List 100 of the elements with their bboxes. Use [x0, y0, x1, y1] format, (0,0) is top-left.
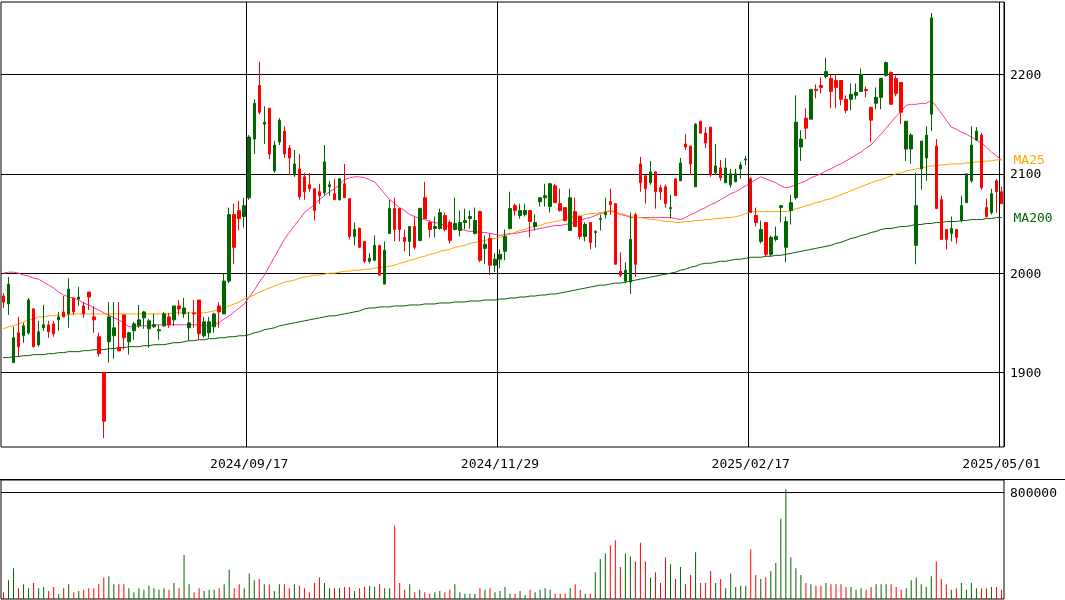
candlestick: [719, 159, 722, 182]
candlestick: [679, 157, 682, 182]
candlestick: [328, 180, 331, 197]
candlestick: [513, 203, 517, 217]
candlestick: [940, 195, 943, 240]
candlestick: [689, 145, 692, 176]
candlestick: [117, 301, 121, 353]
candlestick: [609, 188, 612, 216]
candlestick: [338, 177, 341, 202]
candlestick: [403, 228, 406, 252]
candlestick: [47, 320, 50, 339]
candlestick: [187, 311, 191, 342]
candlestick: [975, 126, 978, 142]
candlestick: [217, 301, 221, 329]
candlestick: [77, 286, 80, 307]
candlestick: [57, 311, 60, 332]
candlestick: [990, 188, 993, 216]
candlestick: [127, 331, 131, 356]
candlestick: [348, 198, 351, 240]
candlestick: [734, 168, 737, 183]
candlestick: [729, 168, 732, 189]
candlestick: [353, 222, 356, 246]
candlestick: [253, 98, 256, 155]
candlestick: [72, 297, 75, 316]
candlestick: [122, 314, 126, 351]
candlestick: [27, 297, 30, 336]
series-label: MA25: [1013, 152, 1045, 168]
x-tick-label: 2025/02/17: [711, 456, 790, 471]
candlestick: [478, 210, 482, 263]
candlestick: [649, 160, 652, 186]
candlestick: [809, 88, 813, 120]
candlestick: [67, 277, 70, 329]
candlestick: [503, 228, 507, 261]
candlestick: [288, 144, 291, 176]
candlestick: [930, 12, 933, 132]
candlestick: [418, 207, 422, 242]
candlestick: [408, 225, 411, 257]
candlestick: [157, 324, 161, 341]
candlestick: [323, 144, 326, 197]
candlestick: [423, 181, 427, 220]
candlestick: [22, 322, 25, 344]
candlestick: [583, 222, 587, 242]
candlestick: [1000, 186, 1003, 205]
candlestick: [659, 184, 662, 201]
candlestick: [172, 305, 176, 327]
candlestick: [263, 105, 266, 145]
x-tick-label: 2025/05/01: [962, 456, 1041, 471]
candlestick: [920, 140, 923, 191]
candlestick: [859, 68, 863, 92]
line-series: [3, 159, 1002, 330]
candlestick: [398, 208, 401, 242]
candlestick: [413, 216, 416, 250]
candlestick: [634, 212, 637, 278]
candlestick: [32, 307, 35, 349]
candlestick: [358, 226, 361, 248]
candlestick: [278, 117, 281, 146]
candlestick: [639, 156, 642, 193]
candlestick: [749, 176, 752, 214]
candlestick: [368, 252, 371, 264]
candlestick: [373, 234, 376, 262]
candlestick: [594, 229, 597, 248]
candlestick: [7, 276, 10, 316]
candlestick: [82, 301, 85, 319]
candlestick: [709, 126, 712, 178]
candlestick: [824, 57, 828, 79]
y-tick-label: 2200: [1010, 67, 1042, 83]
candlestick: [533, 214, 537, 231]
candlestick: [965, 173, 968, 204]
candlestick: [528, 210, 532, 238]
candlestick: [599, 214, 602, 231]
candlestick: [182, 297, 186, 319]
candlestick: [814, 83, 818, 99]
candlestick: [985, 198, 988, 219]
candlestick: [52, 320, 55, 338]
candlestick: [363, 240, 366, 264]
x-tick-label: 2024/09/17: [210, 456, 289, 471]
candlestick: [87, 291, 91, 311]
candlestick: [298, 153, 301, 201]
candlestick: [955, 228, 958, 244]
candlestick: [624, 261, 627, 284]
candlestick: [318, 183, 321, 205]
candlestick: [393, 197, 396, 242]
candlestick: [864, 85, 868, 98]
candlestick: [268, 107, 271, 160]
candlestick: [333, 178, 336, 201]
candlestick: [704, 126, 707, 149]
candlestick: [935, 138, 938, 210]
candlestick: [177, 299, 181, 316]
y-tick-label: 2000: [1010, 265, 1042, 281]
candlestick: [17, 316, 20, 358]
series-label: MA200: [1013, 210, 1053, 226]
candlestick: [884, 61, 888, 77]
candlestick: [568, 188, 572, 231]
candlestick: [980, 132, 983, 191]
candlestick: [553, 183, 557, 204]
candlestick: [619, 251, 622, 278]
candlestick: [970, 125, 973, 184]
candlestick: [995, 178, 998, 214]
candlestick: [669, 194, 672, 220]
candlestick: [378, 244, 381, 276]
